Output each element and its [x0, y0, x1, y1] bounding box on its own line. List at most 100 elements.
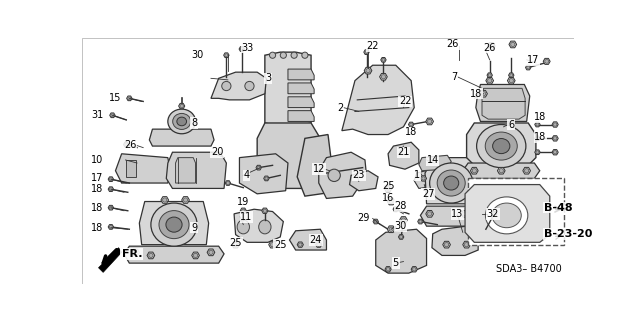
Polygon shape — [319, 152, 367, 198]
Circle shape — [257, 166, 260, 169]
Text: 21: 21 — [397, 147, 410, 157]
Circle shape — [374, 220, 377, 223]
Text: 18: 18 — [534, 132, 547, 142]
Text: 29: 29 — [357, 213, 369, 224]
Text: 25: 25 — [274, 240, 287, 250]
Text: 26: 26 — [447, 40, 459, 49]
Polygon shape — [508, 77, 515, 84]
Text: 17: 17 — [527, 55, 539, 65]
Polygon shape — [476, 85, 530, 122]
Polygon shape — [232, 241, 239, 248]
Polygon shape — [166, 152, 227, 189]
Polygon shape — [192, 252, 200, 259]
Polygon shape — [124, 246, 224, 263]
Polygon shape — [265, 52, 311, 126]
Polygon shape — [234, 209, 284, 242]
Circle shape — [125, 143, 128, 146]
Circle shape — [269, 52, 276, 58]
Polygon shape — [492, 211, 497, 216]
Circle shape — [536, 137, 539, 140]
Polygon shape — [388, 142, 419, 169]
Polygon shape — [535, 136, 540, 141]
Polygon shape — [385, 267, 391, 272]
Ellipse shape — [492, 203, 521, 228]
Polygon shape — [387, 226, 395, 233]
Polygon shape — [257, 123, 320, 189]
Polygon shape — [175, 158, 196, 183]
Ellipse shape — [166, 217, 182, 232]
Circle shape — [444, 242, 449, 247]
Polygon shape — [288, 111, 314, 122]
Circle shape — [481, 92, 486, 96]
Polygon shape — [420, 206, 481, 226]
Circle shape — [128, 97, 131, 100]
Circle shape — [299, 243, 302, 246]
Polygon shape — [381, 57, 386, 62]
Polygon shape — [127, 96, 132, 101]
Ellipse shape — [177, 117, 186, 126]
Circle shape — [489, 44, 493, 48]
Polygon shape — [461, 211, 469, 217]
Ellipse shape — [485, 132, 517, 160]
Polygon shape — [349, 171, 378, 191]
Ellipse shape — [237, 220, 250, 234]
Polygon shape — [256, 165, 261, 170]
Polygon shape — [509, 41, 516, 48]
Text: 15: 15 — [109, 93, 122, 103]
Text: 9: 9 — [191, 223, 197, 233]
Circle shape — [401, 218, 406, 222]
Circle shape — [394, 208, 397, 211]
Ellipse shape — [259, 220, 271, 234]
Circle shape — [328, 169, 340, 182]
Text: 25: 25 — [230, 238, 242, 248]
Polygon shape — [419, 155, 451, 171]
Circle shape — [365, 51, 368, 54]
Polygon shape — [108, 225, 113, 229]
Circle shape — [422, 177, 425, 180]
Circle shape — [209, 250, 213, 255]
Text: 10: 10 — [91, 155, 103, 165]
Circle shape — [234, 242, 237, 247]
Polygon shape — [535, 150, 540, 155]
Polygon shape — [497, 167, 505, 174]
Polygon shape — [387, 198, 395, 205]
Polygon shape — [225, 181, 230, 185]
Circle shape — [554, 137, 557, 140]
Polygon shape — [543, 58, 550, 64]
Polygon shape — [523, 167, 531, 174]
Circle shape — [263, 209, 266, 212]
Polygon shape — [297, 242, 303, 247]
Polygon shape — [486, 77, 493, 84]
Circle shape — [227, 182, 229, 184]
Circle shape — [280, 52, 287, 58]
Text: 8: 8 — [191, 118, 197, 128]
Text: 18: 18 — [405, 127, 417, 137]
Circle shape — [413, 268, 416, 271]
Circle shape — [511, 42, 515, 47]
Text: 20: 20 — [211, 147, 223, 157]
Text: 16: 16 — [382, 193, 394, 204]
Text: 30: 30 — [191, 50, 204, 60]
Circle shape — [109, 206, 113, 209]
Circle shape — [428, 212, 432, 216]
Circle shape — [499, 169, 504, 173]
Polygon shape — [147, 252, 155, 259]
Polygon shape — [124, 142, 129, 147]
Polygon shape — [487, 73, 492, 78]
Polygon shape — [108, 205, 113, 210]
Circle shape — [387, 268, 390, 271]
Polygon shape — [364, 67, 372, 74]
Ellipse shape — [151, 203, 197, 246]
Text: 13: 13 — [451, 209, 463, 219]
Text: 27: 27 — [422, 189, 435, 199]
Polygon shape — [552, 136, 558, 141]
Circle shape — [381, 75, 385, 79]
Circle shape — [545, 59, 548, 63]
Circle shape — [221, 81, 231, 91]
Circle shape — [180, 104, 184, 108]
Text: 7: 7 — [451, 72, 458, 82]
Polygon shape — [109, 113, 115, 118]
Polygon shape — [262, 208, 268, 213]
Polygon shape — [108, 187, 113, 191]
Circle shape — [109, 188, 113, 191]
